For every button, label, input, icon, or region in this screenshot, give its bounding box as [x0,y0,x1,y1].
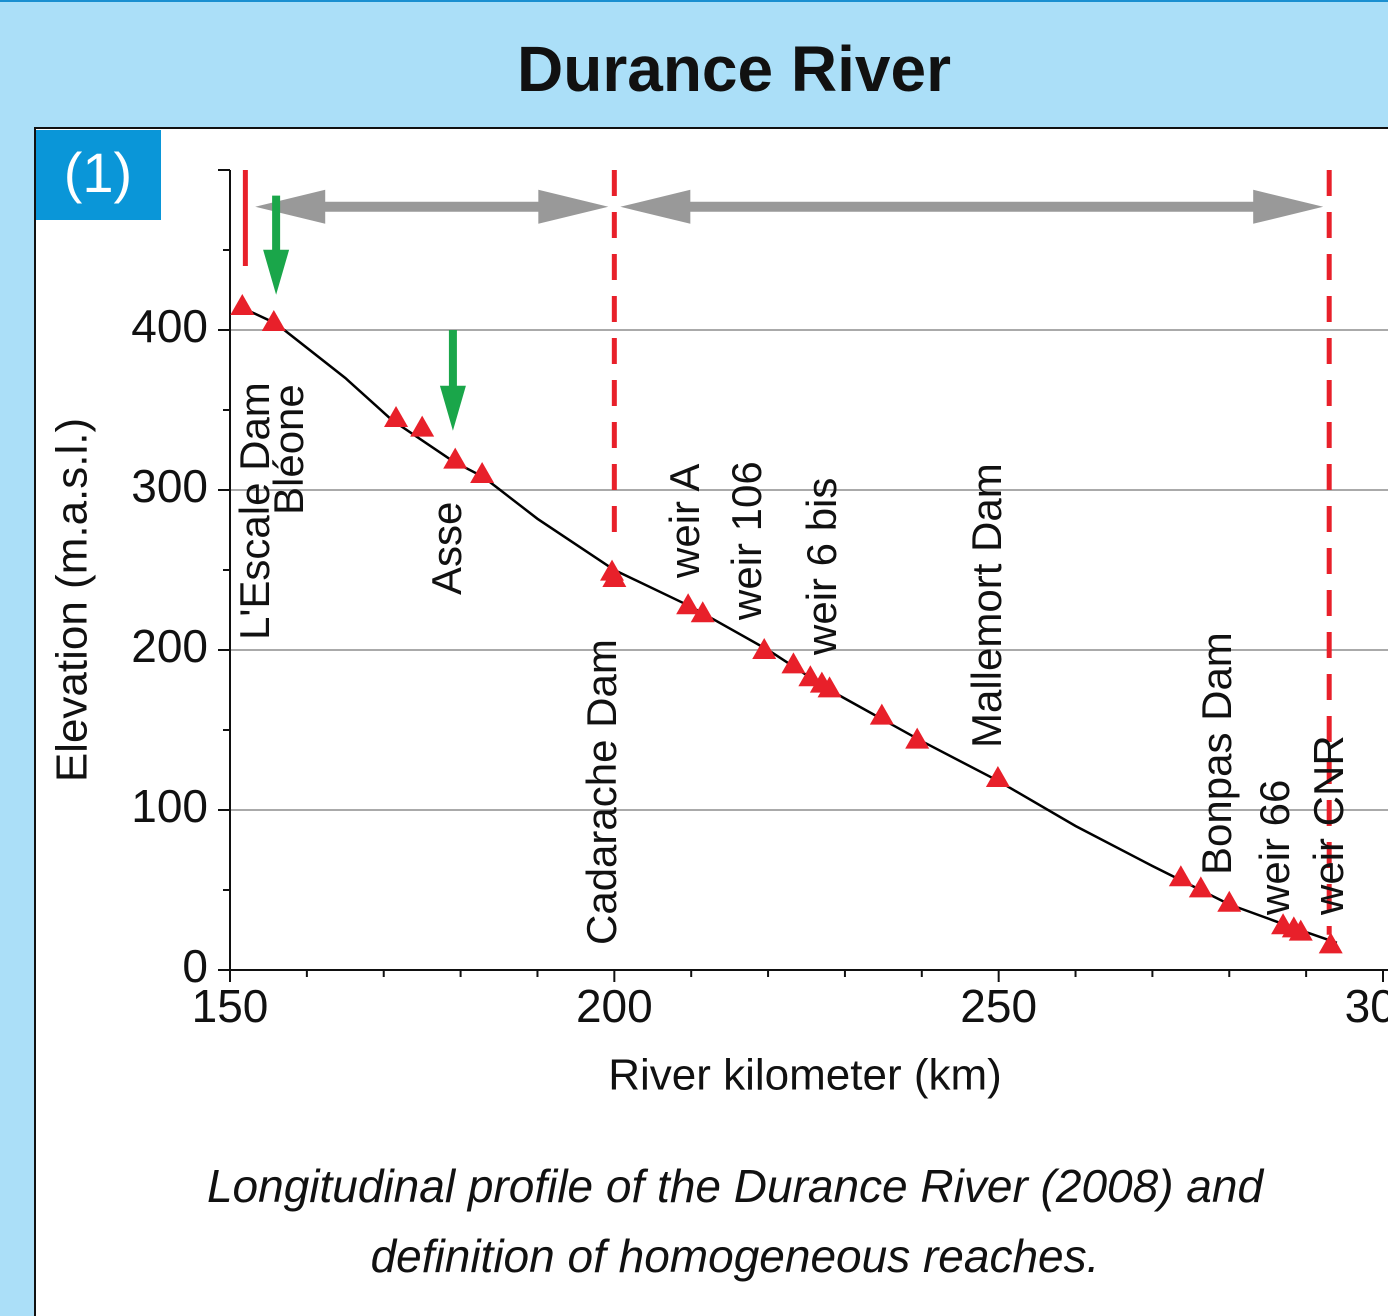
site-label: Bléone [265,384,312,515]
weir-marker [1318,932,1343,954]
y-tick-label: 200 [131,620,208,672]
y-axis-label: Elevation (m.a.s.l.) [48,418,97,782]
weir-marker [1288,919,1313,941]
site-label: Asse [423,502,470,595]
weir-marker [1168,865,1193,887]
weir-marker [690,601,715,623]
x-tick-label: 150 [192,980,269,1032]
weir-marker [869,703,894,725]
site-label: Bonpas Dam [1193,632,1240,875]
weir-marker [602,566,627,587]
weir-marker [470,462,495,483]
x-tick-label: 200 [576,980,653,1032]
site-label: L'Escale Dam [231,382,278,640]
site-label: weir CNR [1305,735,1352,916]
x-axis-label: River kilometer (km) [608,1051,1002,1100]
caption-line: definition of homogeneous reaches. [371,1230,1100,1282]
weir-marker [905,727,930,749]
weir-marker [230,294,255,315]
weir-marker [1188,876,1213,898]
x-tick-label: 300 [1345,980,1388,1032]
x-tick-label: 250 [960,980,1037,1032]
profile-line [244,308,1338,944]
panel [34,127,1388,1316]
y-tick-label: 400 [131,300,208,352]
reach-arrow [255,189,609,224]
weir-marker [443,447,468,469]
weir-marker [985,766,1010,787]
site-label: Mallemort Dam [963,463,1010,748]
site-label: weir 106 [723,461,770,621]
weir-marker [410,415,435,437]
weir-marker [817,676,842,698]
reach-arrow [620,189,1324,224]
weir-marker [781,652,806,674]
weir-marker [676,593,701,615]
weir-marker [752,638,777,659]
site-label: weir A [661,464,708,579]
caption-line: Longitudinal profile of the Durance Rive… [207,1160,1265,1212]
y-tick-label: 100 [131,780,208,832]
site-label: weir 6 bis [798,478,845,656]
weir-marker [1217,890,1242,912]
weir-marker [798,665,823,687]
tributary-arrow [439,330,466,431]
site-label: weir 66 [1251,780,1298,916]
panel-label: (1) [64,141,132,204]
tributary-arrow [263,195,290,295]
y-tick-label: 300 [131,460,208,512]
y-tick-label: 0 [182,940,208,992]
panel-label-box [36,130,161,220]
weir-marker [261,310,286,331]
site-label: Cadarache Dam [578,639,625,945]
weir-marker [384,406,409,427]
chart-title: Durance River [517,33,951,105]
